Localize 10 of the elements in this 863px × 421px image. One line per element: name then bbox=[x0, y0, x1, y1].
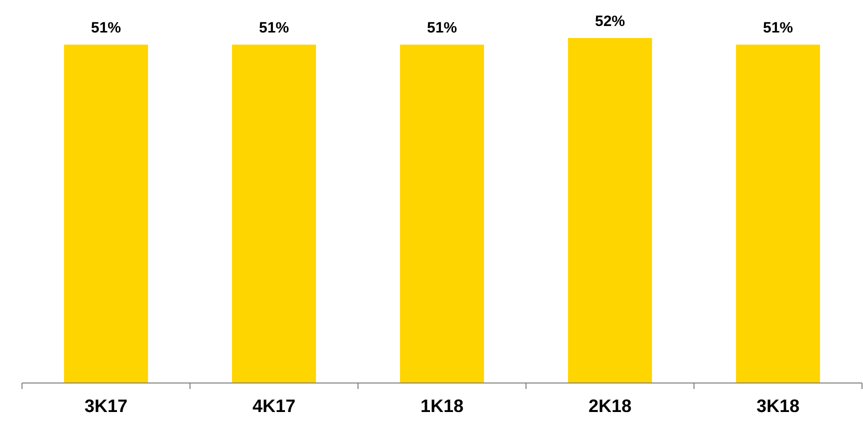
data-label: 51% bbox=[762, 20, 794, 37]
x-tick-label: 4K17 bbox=[252, 396, 296, 416]
x-tick-label: 2K18 bbox=[588, 396, 632, 416]
data-label: 52% bbox=[594, 13, 626, 30]
data-label: 51% bbox=[258, 20, 290, 37]
data-label: 51% bbox=[90, 20, 122, 37]
x-tick-label: 1K18 bbox=[420, 396, 464, 416]
x-tick-label: 3K18 bbox=[756, 396, 800, 416]
x-tick-label: 3K17 bbox=[84, 396, 128, 416]
data-label: 51% bbox=[426, 20, 458, 37]
